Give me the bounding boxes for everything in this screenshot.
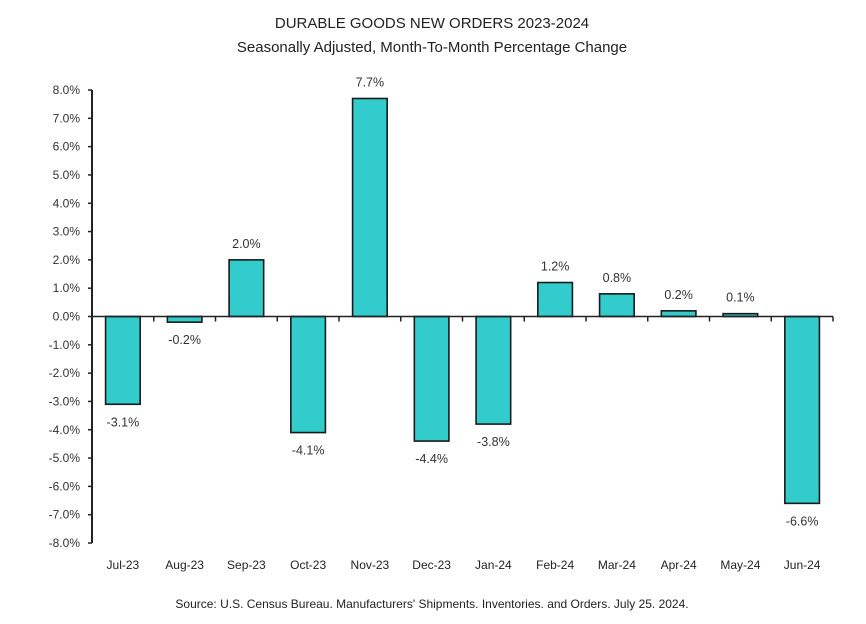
data-label: -4.1% bbox=[292, 444, 325, 458]
y-tick-label: 4.0% bbox=[53, 196, 81, 210]
bar bbox=[290, 315, 327, 434]
x-tick-label: Feb-24 bbox=[536, 558, 574, 572]
y-tick-label: 3.0% bbox=[53, 225, 81, 239]
x-tick-label: May-24 bbox=[720, 558, 760, 572]
data-label: 0.1% bbox=[726, 291, 755, 305]
x-tick-label: Jul-23 bbox=[107, 558, 140, 572]
y-tick-label: 5.0% bbox=[53, 168, 81, 182]
x-tick-label: Oct-23 bbox=[290, 558, 326, 572]
axes bbox=[88, 89, 834, 544]
y-tick-label: -6.0% bbox=[49, 479, 81, 493]
data-label: -6.6% bbox=[786, 514, 819, 528]
x-tick-label: Dec-23 bbox=[412, 558, 451, 572]
category-labels: Jul-23 Aug-23 Sep-23 Oct-23 Nov-23 Dec-23 Jan-… bbox=[107, 558, 821, 572]
bar bbox=[660, 310, 697, 318]
y-axis-ticks: 8.0% 7.0% 6.0% 5.0% 4.0% 3.0% 2.0% 1.0% 0.0% -1.0… bbox=[49, 83, 81, 550]
chart-subtitle: Seasonally Adjusted, Month-To-Month Perc… bbox=[237, 39, 627, 56]
y-tick-label: -7.0% bbox=[49, 508, 81, 522]
data-label: -0.2% bbox=[168, 333, 201, 347]
data-label: -4.4% bbox=[415, 452, 448, 466]
y-tick-label: -3.0% bbox=[49, 394, 81, 408]
bar bbox=[351, 97, 388, 318]
bar bbox=[104, 315, 141, 406]
y-tick-label: -5.0% bbox=[49, 451, 81, 465]
bar bbox=[166, 315, 203, 323]
y-tick-label: 2.0% bbox=[53, 253, 81, 267]
x-tick-label: Apr-24 bbox=[661, 558, 697, 572]
bar bbox=[598, 293, 635, 318]
data-label: 0.2% bbox=[664, 288, 693, 302]
chart-title: DURABLE GOODS NEW ORDERS 2023-2024 bbox=[275, 15, 589, 32]
y-tick-label: -8.0% bbox=[49, 536, 81, 550]
data-label: -3.8% bbox=[477, 435, 510, 449]
y-tick-label: 8.0% bbox=[53, 83, 81, 97]
y-tick-label: 6.0% bbox=[53, 140, 81, 154]
source-note: Source: U.S. Census Bureau. Manufacturer… bbox=[175, 597, 688, 611]
y-tick-label: -2.0% bbox=[49, 366, 81, 380]
bars bbox=[104, 97, 821, 505]
bar bbox=[784, 315, 821, 505]
data-label: 7.7% bbox=[356, 75, 385, 89]
x-tick-label: Mar-24 bbox=[598, 558, 636, 572]
y-tick-label: 0.0% bbox=[53, 310, 81, 324]
y-tick-label: 1.0% bbox=[53, 281, 81, 295]
data-label: -3.1% bbox=[107, 415, 140, 429]
bar bbox=[475, 315, 512, 425]
data-label: 1.2% bbox=[541, 260, 570, 274]
bar bbox=[413, 315, 450, 442]
data-label: 2.0% bbox=[232, 237, 261, 251]
x-tick-label: Sep-23 bbox=[227, 558, 266, 572]
bar bbox=[228, 259, 265, 318]
y-tick-label: -1.0% bbox=[49, 338, 81, 352]
bar bbox=[537, 281, 574, 318]
y-tick-label: 7.0% bbox=[53, 111, 81, 125]
x-tick-label: Nov-23 bbox=[351, 558, 390, 572]
y-tick-label: -4.0% bbox=[49, 423, 81, 437]
data-label: 0.8% bbox=[603, 271, 632, 285]
data-labels: -3.1% -0.2% 2.0% -4.1% 7.7% -4.4% -3.8% 1.2% 0.8… bbox=[107, 75, 819, 528]
x-tick-label: Aug-23 bbox=[165, 558, 204, 572]
x-tick-label: Jun-24 bbox=[784, 558, 821, 572]
x-tick-label: Jan-24 bbox=[475, 558, 512, 572]
